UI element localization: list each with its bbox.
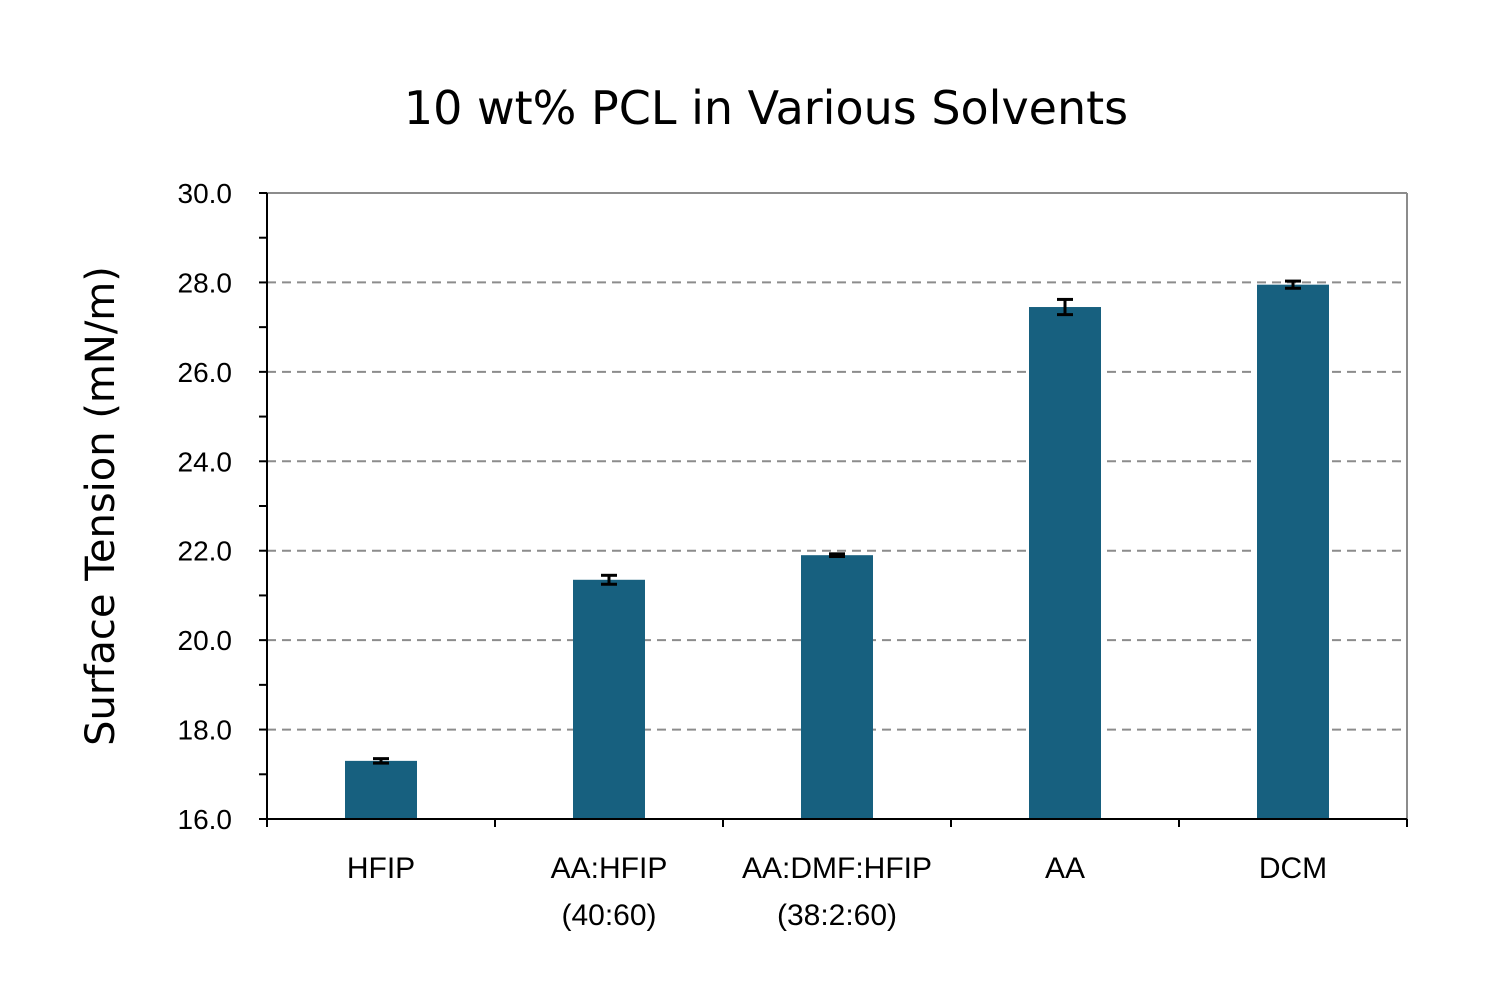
y-tick-label: 28.0 bbox=[178, 267, 233, 298]
chart-title: 10 wt% PCL in Various Solvents bbox=[404, 81, 1128, 135]
x-tick-label-line: AA:HFIP bbox=[551, 852, 668, 885]
tick-labels: 16.0 18.0 20.0 22.0 24.0 26.0 28.0 30.0 HFIP AA:H… bbox=[178, 178, 1328, 932]
x-tick-label: DCM bbox=[1259, 852, 1327, 885]
x-tick-label-line: (40:60) bbox=[561, 899, 656, 932]
error-bar bbox=[829, 552, 845, 559]
bar bbox=[345, 760, 417, 819]
x-tick-label: AA bbox=[1045, 852, 1085, 885]
error-bar bbox=[601, 573, 617, 586]
x-tick-label: AA:HFIP (40:60) bbox=[551, 852, 668, 932]
x-tick-label-line: DCM bbox=[1259, 852, 1327, 885]
y-tick-label: 16.0 bbox=[178, 804, 233, 835]
error-bar bbox=[373, 757, 389, 765]
x-tick-label: HFIP bbox=[347, 852, 415, 885]
bar bbox=[1029, 307, 1101, 819]
x-tick-label-line: HFIP bbox=[347, 852, 415, 885]
x-tick-label-line: AA bbox=[1045, 852, 1085, 885]
y-tick-label: 22.0 bbox=[178, 536, 233, 567]
bar bbox=[1257, 284, 1329, 819]
error-bar bbox=[1285, 279, 1301, 290]
axes bbox=[259, 192, 1408, 827]
error-bar bbox=[1057, 297, 1073, 317]
y-tick-label: 30.0 bbox=[178, 178, 233, 209]
bar bbox=[573, 579, 645, 819]
bars bbox=[345, 279, 1329, 819]
y-tick-label: 26.0 bbox=[178, 357, 233, 388]
x-tick-label: AA:DMF:HFIP (38:2:60) bbox=[742, 852, 932, 932]
y-tick-label: 18.0 bbox=[178, 715, 233, 746]
x-tick-label-line: AA:DMF:HFIP bbox=[742, 852, 932, 885]
x-tick-label-line: (38:2:60) bbox=[777, 899, 897, 932]
y-axis-label: Surface Tension (mN/m) bbox=[78, 266, 124, 746]
y-tick-label: 24.0 bbox=[178, 446, 233, 477]
bar bbox=[801, 555, 873, 819]
y-tick-label: 20.0 bbox=[178, 625, 233, 656]
